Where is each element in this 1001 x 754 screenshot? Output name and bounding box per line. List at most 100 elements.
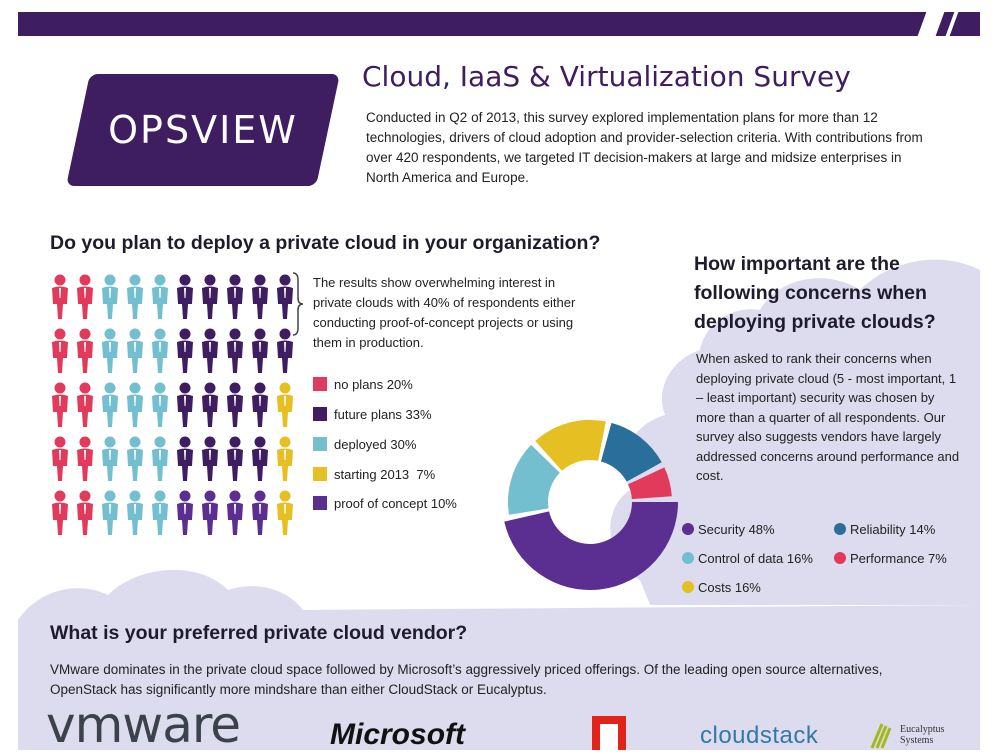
person-icon [227, 382, 243, 427]
legend-dot [682, 581, 694, 593]
person-icon [277, 490, 293, 535]
donut-slice-performance [628, 467, 672, 500]
legend-item-proof-of-concept: proof of concept 10% [313, 492, 493, 514]
person-icon [152, 436, 168, 481]
person-icon [252, 328, 268, 373]
legend-label: Costs 16% [698, 579, 761, 595]
person-icon [152, 490, 168, 535]
concerns-summary: When asked to rank their concerns when d… [696, 351, 960, 483]
brace-icon [292, 272, 304, 336]
question-concerns: How important are the following concerns… [694, 253, 936, 333]
legend-item-starting-2013: starting 2013 7% [313, 463, 493, 485]
person-icon [177, 490, 193, 535]
donut-slice-reliability [600, 422, 662, 482]
legend-label: starting 2013 7% [334, 466, 436, 482]
legend-item-deployed: deployed 30% [313, 433, 493, 455]
legend-label: no plans 20% [334, 376, 413, 392]
legend-dot [834, 523, 846, 535]
vmware-logo: vmware [46, 696, 241, 754]
person-icon [202, 328, 218, 373]
person-icon [177, 382, 193, 427]
legend-label: Performance 7% [850, 550, 947, 566]
microsoft-logo: Microsoft [330, 718, 465, 751]
question-vendor: What is your preferred private cloud ven… [50, 622, 468, 644]
person-icon [252, 382, 268, 427]
legend-item-costs: Costs 16% [682, 576, 761, 598]
donut-slice-control-of-data [508, 444, 560, 515]
person-icon [177, 274, 193, 319]
eucalyptus-name: Eucalyptus [900, 724, 945, 735]
background-cloud [18, 569, 980, 750]
person-icon [277, 328, 293, 373]
cloudstack-logo: cloudstack [700, 722, 819, 749]
legend-label: Reliability 14% [850, 521, 936, 537]
person-icon [77, 436, 93, 481]
top-banner [18, 12, 980, 36]
person-icon [277, 274, 293, 319]
person-icon [252, 436, 268, 481]
eucalyptus-suffix: Systems [900, 735, 934, 746]
person-icon [102, 490, 118, 535]
openstack-logo-inner [600, 724, 618, 750]
person-icon [177, 436, 193, 481]
person-icon [227, 436, 243, 481]
person-icon [202, 436, 218, 481]
legend-item-reliability: Reliability 14% [834, 518, 935, 540]
legend-swatch [313, 467, 327, 481]
person-icon [102, 328, 118, 373]
people-pictograph [50, 274, 294, 536]
person-icon [252, 274, 268, 319]
donut-slice-security [504, 502, 678, 590]
person-icon [227, 490, 243, 535]
legend-swatch [313, 377, 327, 391]
person-icon [127, 490, 143, 535]
legend-item-control-of-data: Control of data 16% [682, 547, 813, 569]
person-icon [77, 274, 93, 319]
person-icon [277, 382, 293, 427]
legend-label: future plans 33% [334, 406, 432, 422]
person-icon [227, 328, 243, 373]
person-icon [102, 274, 118, 319]
person-icon [177, 328, 193, 373]
person-icon [202, 382, 218, 427]
person-icon [127, 328, 143, 373]
person-icon [202, 490, 218, 535]
person-icon [152, 328, 168, 373]
legend-swatch [313, 407, 327, 421]
intro-paragraph: Conducted in Q2 of 2013, this survey exp… [366, 110, 923, 185]
private-cloud-summary: The results show overwhelming interest i… [313, 275, 576, 350]
person-icon [77, 490, 93, 535]
background-cloud [610, 259, 980, 605]
person-icon [77, 328, 93, 373]
legend-dot [682, 523, 694, 535]
legend-swatch [313, 496, 327, 510]
person-icon [127, 436, 143, 481]
person-icon [152, 382, 168, 427]
legend-label: Security 48% [698, 521, 775, 537]
legend-item-no-plans: no plans 20% [313, 373, 493, 395]
person-icon [102, 436, 118, 481]
person-icon [52, 436, 68, 481]
legend-label: Control of data 16% [698, 550, 813, 566]
legend-dot [682, 552, 694, 564]
legend-item-security: Security 48% [682, 518, 775, 540]
question-private-cloud: Do you plan to deploy a private cloud in… [50, 232, 601, 254]
person-icon [52, 328, 68, 373]
eucalyptus-leaf-icon [870, 723, 892, 749]
vendor-summary: VMware dominates in the private cloud sp… [50, 662, 883, 697]
person-icon [277, 436, 293, 481]
legend-item-future-plans: future plans 33% [313, 403, 493, 425]
person-icon [127, 274, 143, 319]
donut-slice-costs [535, 420, 606, 471]
eucalyptus-logo: Eucalyptus Systems [900, 724, 944, 746]
concerns-donut-chart [504, 420, 678, 590]
legend-label: deployed 30% [334, 436, 417, 452]
person-icon [127, 382, 143, 427]
opsview-logo: OPSVIEW [108, 108, 298, 152]
person-icon [52, 490, 68, 535]
legend-swatch [313, 437, 327, 451]
page-title: Cloud, IaaS & Virtualization Survey [362, 60, 851, 93]
person-icon [102, 382, 118, 427]
person-icon [52, 382, 68, 427]
person-icon [252, 490, 268, 535]
